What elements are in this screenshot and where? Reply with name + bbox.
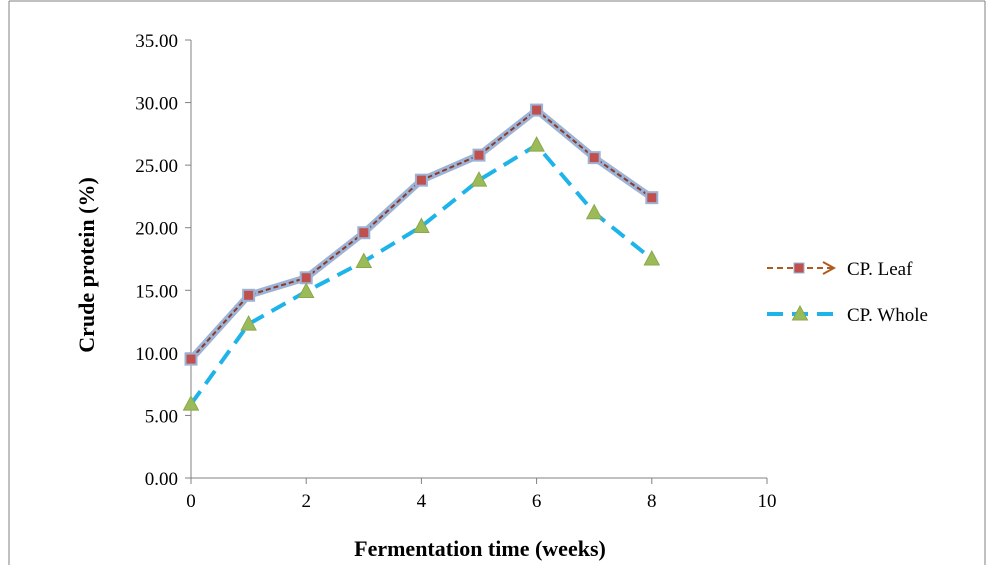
x-axis-title: Fermentation time (weeks) (354, 536, 606, 561)
legend: CP. Leaf CP. Whole (767, 259, 928, 326)
legend-whole-marker (791, 304, 809, 321)
axes: 0.00 5.00 10.00 15.00 20.00 25.00 30.00 35.00 0 2… (135, 31, 776, 512)
whole-point (182, 395, 200, 411)
series-layer (182, 103, 661, 411)
x-tick-label: 4 (417, 491, 427, 512)
legend-leaf-marker (793, 262, 805, 274)
leaf-point (184, 352, 198, 366)
whole-point (297, 282, 315, 299)
whole-point (643, 249, 661, 266)
y-tick-label: 30.00 (135, 94, 178, 115)
x-tick-label: 2 (301, 491, 311, 512)
leaf-point (299, 271, 313, 285)
leaf-point (472, 148, 486, 162)
leaf-point (645, 191, 659, 205)
leaf-point (357, 226, 371, 240)
leaf-point (242, 288, 256, 302)
leaf-point (530, 103, 544, 117)
leaf-point (587, 151, 601, 165)
whole-point (355, 252, 373, 269)
whole-point (470, 171, 488, 187)
y-tick-label: 25.00 (135, 156, 178, 177)
whole-point (413, 217, 430, 233)
y-tick-label: 0.00 (145, 469, 178, 490)
y-axis-title: Crude protein (%) (74, 177, 99, 353)
y-tick-label: 10.00 (135, 344, 178, 365)
x-tick-label: 0 (186, 491, 196, 512)
leaf-point (414, 173, 428, 187)
y-tick-label: 35.00 (135, 31, 178, 52)
y-tick-label: 15.00 (135, 281, 178, 302)
series-leaf-line (190, 108, 653, 360)
whole-point (528, 136, 545, 152)
legend-whole-label: CP. Whole (847, 305, 928, 326)
y-tick-label: 5.00 (145, 406, 178, 427)
y-tick-label: 20.00 (135, 219, 178, 240)
x-tick-label: 8 (647, 491, 657, 512)
x-tick-label: 6 (532, 491, 542, 512)
x-tick-label: 10 (758, 491, 777, 512)
whole-point (585, 203, 603, 220)
legend-leaf-label: CP. Leaf (847, 259, 913, 280)
whole-point (240, 315, 257, 331)
